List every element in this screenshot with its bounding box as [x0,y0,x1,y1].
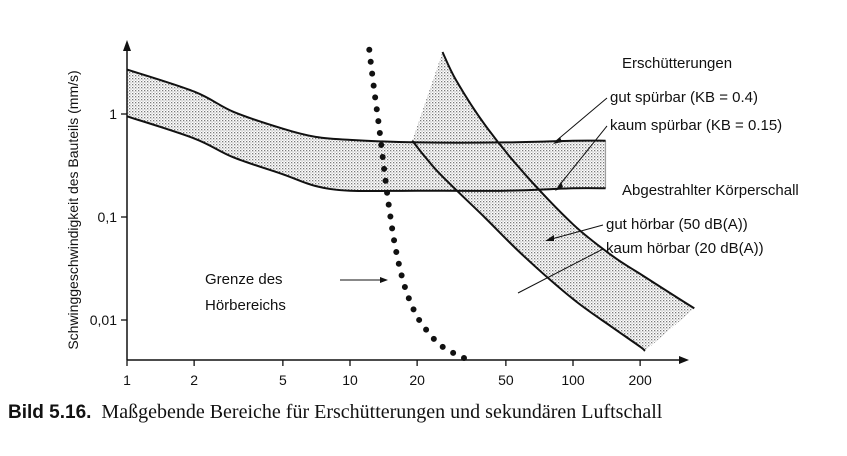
figure-caption: Bild 5.16. Maßgebende Bereiche für Ersch… [8,401,843,424]
vibration-lower-curve [126,115,606,193]
sound-lower-curve [411,140,646,352]
hearing-limit-label-line2: Hörbereichs [205,297,286,314]
chart: 1 2 5 10 20 50 100 200 1 0,1 0,01 Schwinggeschwin… [65,40,799,388]
vibration-lower-label: kaum spürbar (KB = 0.15) [610,117,782,134]
caption-number: Bild 5.16. [8,402,92,423]
x-tick-label: 100 [561,372,585,388]
y-tick-label: 0,1 [98,209,118,225]
x-axis-ticks: 1 2 5 10 20 50 100 200 [123,360,652,388]
sound-legend: Abgestrahlter Körperschall gut hörbar (5… [517,182,799,294]
hearing-limit-label-line1: Grenze des [205,271,283,288]
caption-text: Maßgebende Bereiche für Erschütterungen … [101,401,663,423]
y-tick-label: 1 [109,106,117,122]
y-tick-label: 0,01 [90,312,117,328]
vibration-upper-curve [126,68,606,144]
x-tick-label: 2 [190,372,198,388]
x-tick-label: 200 [628,372,652,388]
vibration-title: Erschütterungen [622,55,732,72]
y-axis-label: Schwinggeschwindigkeit des Bauteils (mm/… [65,70,81,349]
x-tick-label: 5 [279,372,287,388]
vibration-band [127,69,606,192]
sound-lower-label: kaum hörbar (20 dB(A)) [606,240,764,257]
sound-upper-label: gut hörbar (50 dB(A)) [606,216,748,233]
structure-borne-sound-band [412,52,695,351]
x-tick-label: 20 [409,372,425,388]
y-axis-ticks: 1 0,1 0,01 [90,106,127,328]
x-tick-label: 50 [498,372,514,388]
axes [123,40,689,364]
x-tick-label: 1 [123,372,131,388]
sound-title: Abgestrahlter Körperschall [622,182,799,199]
vibration-legend: Erschütterungen gut spürbar (KB = 0.4) k… [553,55,782,191]
x-tick-label: 10 [342,372,358,388]
vibration-upper-label: gut spürbar (KB = 0.4) [610,89,758,106]
sound-upper-curve [441,51,695,310]
hearing-limit-annotation: Grenze des Hörbereichs [205,271,388,314]
